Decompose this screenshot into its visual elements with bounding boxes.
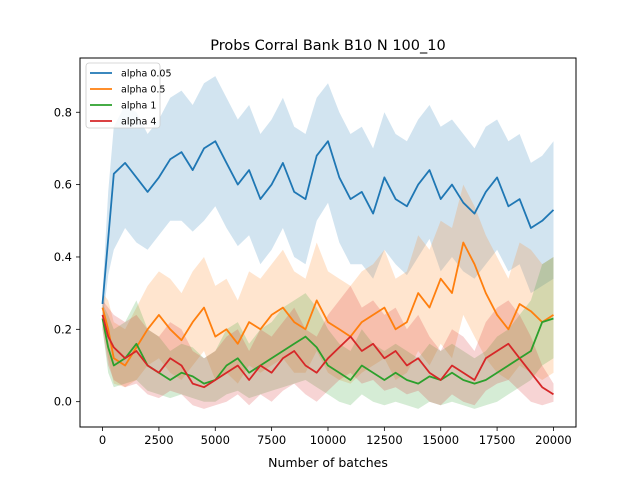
x-tick-label: 17500: [479, 433, 516, 447]
confidence-bands: [102, 76, 554, 409]
y-tick-label: 0.2: [54, 322, 72, 336]
y-axis: 0.0 0.2 0.4 0.6 0.8: [54, 105, 80, 409]
chart-title: Probs Corral Bank B10 N 100_10: [210, 38, 445, 54]
band-series-0: [102, 76, 554, 323]
x-tick-label: 15000: [422, 433, 459, 447]
line-series-2: [101, 317, 554, 385]
x-tick-label: 7500: [257, 433, 286, 447]
y-tick-label: 0.6: [54, 178, 72, 192]
x-tick-label: 2500: [144, 433, 173, 447]
y-tick-label: 0.8: [54, 105, 72, 119]
x-tick-label: 10000: [310, 433, 347, 447]
legend: alpha 0.05 alpha 0.5 alpha 1 alpha 4: [85, 62, 172, 129]
line-series-3: [101, 314, 554, 396]
x-tick-label: 5000: [201, 433, 230, 447]
x-axis-label: Number of batches: [268, 455, 388, 470]
series-lines: [101, 140, 555, 396]
x-tick-label: 20000: [535, 433, 572, 447]
legend-label: alpha 0.05: [121, 69, 172, 80]
y-tick-label: 0.4: [54, 250, 72, 264]
x-tick-label: 12500: [366, 433, 403, 447]
band-series-2: [102, 257, 554, 409]
y-tick-label: 0.0: [54, 395, 72, 409]
legend-box: [85, 62, 161, 129]
line-series-0: [101, 140, 555, 305]
band-series-3: [102, 285, 554, 409]
x-axis: 0 2500 5000 7500 10000 12500 15000 17500 20000: [99, 427, 572, 447]
line-series-1: [101, 241, 554, 367]
plot-area: [79, 57, 577, 428]
legend-label: alpha 0.5: [121, 85, 165, 96]
legend-label: alpha 4: [121, 117, 156, 128]
legend-label: alpha 1: [121, 101, 156, 112]
x-tick-label: 0: [99, 433, 106, 447]
